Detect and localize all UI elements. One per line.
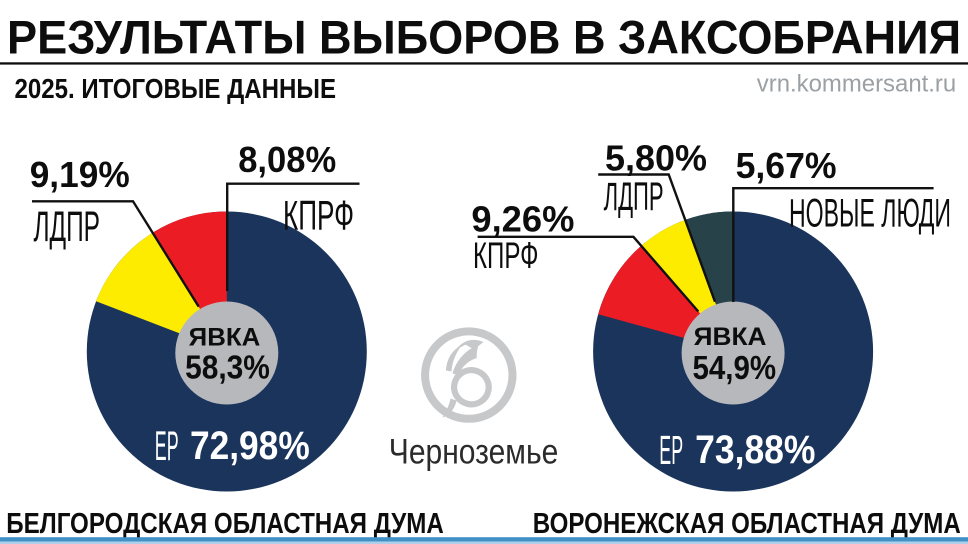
svg-text:ЛДПР: ЛДПР <box>604 175 664 219</box>
svg-text:2025. ИТОГОВЫЕ ДАННЫЕ: 2025. ИТОГОВЫЕ ДАННЫЕ <box>15 73 337 104</box>
svg-text:72,98%: 72,98% <box>190 424 310 468</box>
svg-text:ЕР: ЕР <box>155 422 179 469</box>
svg-text:БЕЛГОРОДСКАЯ ОБЛАСТНАЯ ДУМА: БЕЛГОРОДСКАЯ ОБЛАСТНАЯ ДУМА <box>6 508 444 540</box>
svg-text:9,26%: 9,26% <box>471 199 574 240</box>
svg-text:5,80%: 5,80% <box>605 137 707 178</box>
svg-text:ВОРОНЕЖСКАЯ ОБЛАСТНАЯ ДУМА: ВОРОНЕЖСКАЯ ОБЛАСТНАЯ ДУМА <box>533 508 961 540</box>
svg-text:НОВЫЕ ЛЮДИ: НОВЫЕ ЛЮДИ <box>789 191 951 235</box>
svg-text:КПРФ: КПРФ <box>473 235 539 276</box>
svg-text:Черноземье: Черноземье <box>389 432 559 471</box>
svg-text:ЯВКА: ЯВКА <box>694 323 767 351</box>
svg-text:58,3%: 58,3% <box>185 348 270 385</box>
svg-text:73,88%: 73,88% <box>695 428 815 472</box>
svg-text:9,19%: 9,19% <box>30 154 130 195</box>
svg-text:vrn.kommersant.ru: vrn.kommersant.ru <box>757 71 956 98</box>
svg-text:5,67%: 5,67% <box>736 145 837 186</box>
svg-text:8,08%: 8,08% <box>238 139 336 180</box>
svg-text:ЕР: ЕР <box>659 427 683 473</box>
svg-text:54,9%: 54,9% <box>693 349 777 386</box>
svg-text:РЕЗУЛЬТАТЫ ВЫБОРОВ В ЗАКСОБРАН: РЕЗУЛЬТАТЫ ВЫБОРОВ В ЗАКСОБРАНИЯ <box>7 10 961 63</box>
svg-text:КПРФ: КПРФ <box>283 192 354 239</box>
svg-text:ЯВКА: ЯВКА <box>189 323 261 351</box>
svg-text:ЛДПР: ЛДПР <box>34 203 101 251</box>
